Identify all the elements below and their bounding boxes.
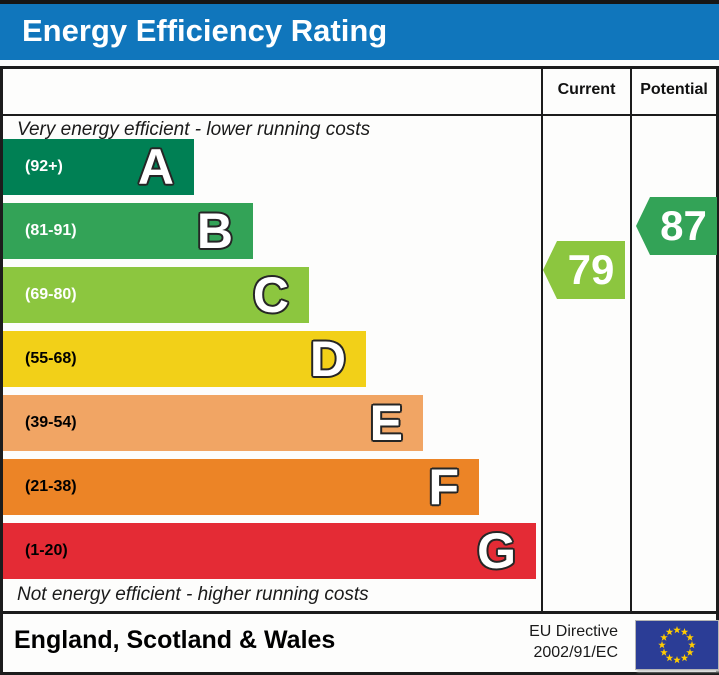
eu-directive-line1: EU Directive [529, 623, 618, 640]
eu-flag-icon [635, 620, 719, 670]
band-row-G: (1-20) G [3, 523, 536, 579]
band-range-label: (55-68) [25, 350, 77, 367]
band-range-label: (69-80) [25, 286, 77, 303]
band-letter: E [369, 395, 403, 451]
band-range-label: (1-20) [25, 542, 68, 559]
potential-value: 87 [660, 202, 707, 249]
band-letter: G [477, 523, 516, 579]
footer-divider [0, 611, 719, 614]
band-letter: F [428, 459, 459, 515]
band-range-label: (81-91) [25, 222, 77, 239]
band-row-A: (92+) A [3, 139, 194, 195]
band-range-label: (92+) [25, 158, 63, 175]
band-range-label: (21-38) [25, 478, 77, 495]
page-title: Energy Efficiency Rating [22, 13, 388, 48]
current-arrow: 79 [543, 241, 625, 299]
potential-arrow: 87 [636, 197, 717, 255]
rating-table [0, 66, 719, 675]
header-divider [0, 114, 719, 116]
band-range-label: (39-54) [25, 414, 77, 431]
top-note: Very energy efficient - lower running co… [17, 119, 371, 140]
bottom-note: Not energy efficient - higher running co… [17, 584, 369, 605]
potential-column-divider [630, 66, 632, 613]
band-letter: A [137, 139, 174, 195]
title-bar: Energy Efficiency Rating [0, 0, 719, 60]
band-row-E: (39-54) E [3, 395, 423, 451]
band-row-C: (69-80) C [3, 267, 309, 323]
eu-directive-line2: 2002/91/EC [533, 644, 618, 661]
band-row-F: (21-38) F [3, 459, 479, 515]
band-row-D: (55-68) D [3, 331, 366, 387]
potential-column-header: Potential [640, 81, 708, 98]
region-label: England, Scotland & Wales [14, 626, 336, 654]
eu-directive-label: EU Directive 2002/91/EC [448, 621, 618, 663]
band-letter: D [309, 331, 346, 387]
band-letter: C [252, 267, 289, 323]
current-column-divider [541, 66, 543, 613]
current-value: 79 [567, 246, 615, 293]
band-letter: B [196, 203, 233, 259]
current-column-header: Current [557, 81, 616, 98]
band-row-B: (81-91) B [3, 203, 253, 259]
